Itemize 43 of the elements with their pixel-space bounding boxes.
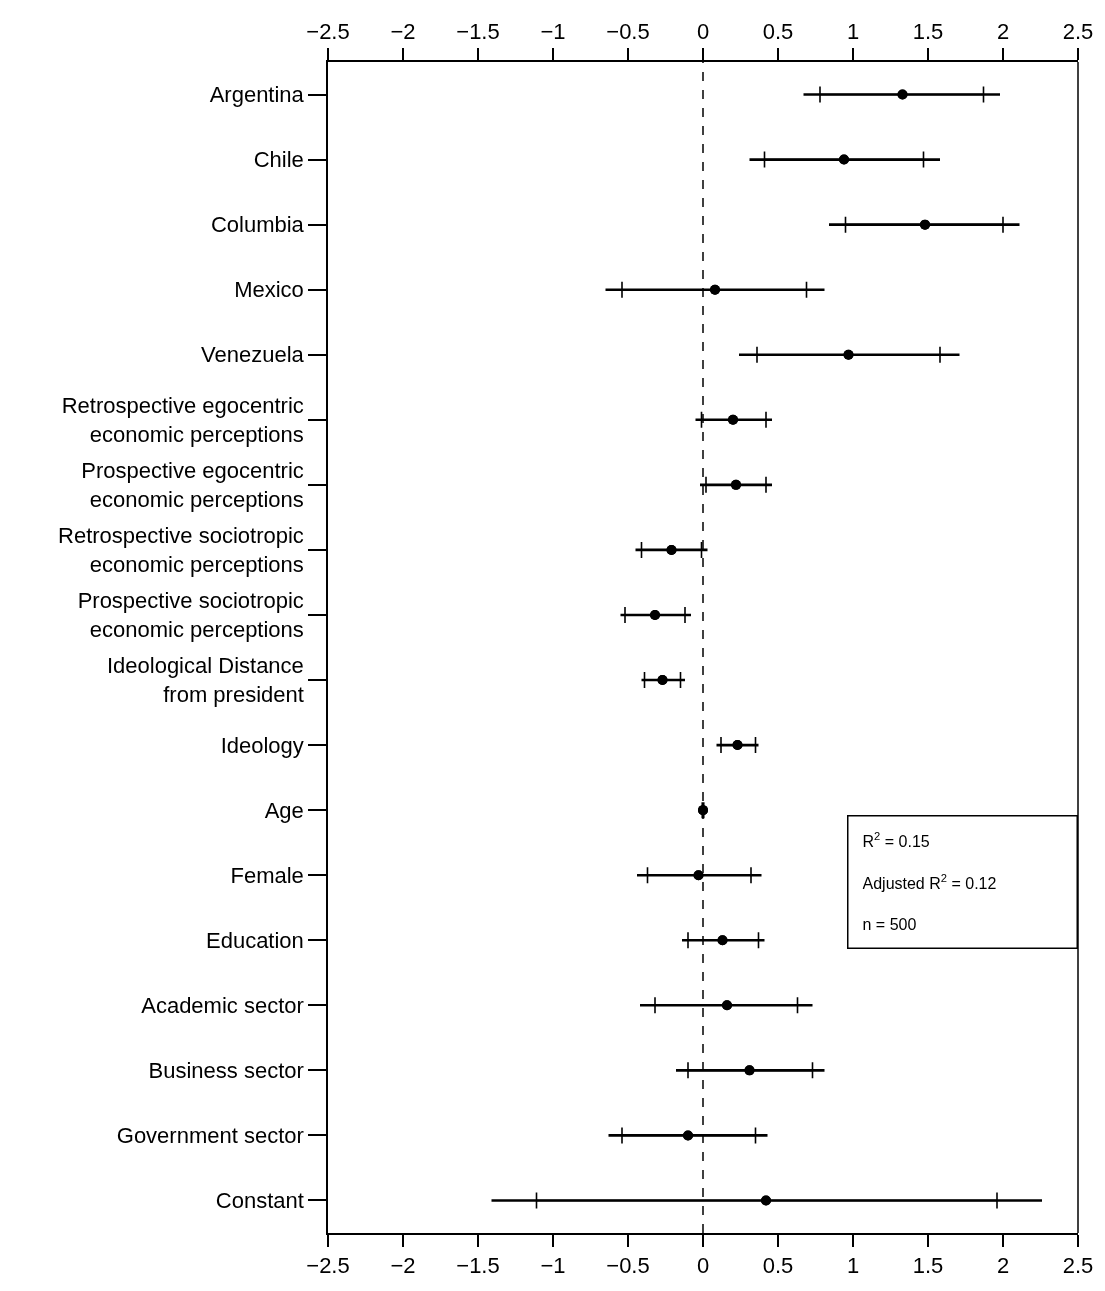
x-tick-label: 1.5: [912, 19, 944, 45]
x-tick-label: −0.5: [606, 19, 650, 45]
x2-tick-label: −2.5: [306, 1253, 350, 1279]
x2-tick-label: 0.5: [762, 1253, 794, 1279]
annotation: Adjusted R$^{2}$ = 0.12: [862, 872, 997, 892]
y-tick-label: Female: [230, 862, 304, 888]
x2-tick-label: 1.5: [912, 1253, 944, 1279]
y-tick-label: Prospective sociotropic economic perceptions: [77, 588, 304, 642]
y-tick-label: Prospective egocentric economic perceptions: [81, 458, 304, 512]
x-tick-label: −1.5: [456, 19, 500, 45]
y-tick-label: Retrospective sociotropic economic perceptions: [58, 523, 304, 577]
x2-tick-label: −1.5: [456, 1253, 500, 1279]
y-tick-label: Chile: [253, 147, 304, 173]
x2-tick-label: −2: [390, 1253, 416, 1279]
x2-tick-label: −0.5: [606, 1253, 650, 1279]
x2-tick-label: 2.5: [1062, 1253, 1094, 1279]
y-tick-label: Business sector: [148, 1058, 304, 1084]
x2-tick-label: −1: [540, 1253, 566, 1279]
x-tick-label: −2.5: [306, 19, 350, 45]
x-tick-label: 2.5: [1062, 19, 1094, 45]
y-tick-label: Constant: [215, 1188, 304, 1214]
y-tick-label: Columbia: [210, 212, 305, 238]
y-tick-label: Mexico: [234, 277, 304, 303]
y-tick-label: Government sector: [116, 1123, 304, 1149]
y-tick-label: Academic sector: [141, 993, 304, 1019]
y-tick-label: Venezuela: [201, 342, 305, 368]
x-tick-label: 0: [696, 19, 710, 45]
x-tick-label: 0.5: [762, 19, 794, 45]
x-tick-label: −2: [390, 19, 416, 45]
y-tick-label: Retrospective egocentric economic perceptions: [61, 393, 304, 447]
x2-tick-label: 0: [696, 1253, 710, 1279]
x-tick-label: −1: [540, 19, 566, 45]
x-tick-label: 1: [846, 19, 860, 45]
y-tick-label: Education: [205, 927, 304, 953]
y-tick-label: Ideology: [220, 732, 304, 758]
x-tick-label: 2: [996, 19, 1010, 45]
x2-tick-label: 1: [846, 1253, 860, 1279]
annotation: n = 500: [862, 916, 917, 934]
x2-tick-label: 2: [996, 1253, 1010, 1279]
y-tick-label: Age: [264, 797, 304, 823]
y-tick-label: Argentina: [209, 82, 305, 108]
y-tick-label: Ideological Distance from president: [106, 653, 304, 708]
annotation: R$^{2}$ = 0.15: [862, 830, 930, 851]
